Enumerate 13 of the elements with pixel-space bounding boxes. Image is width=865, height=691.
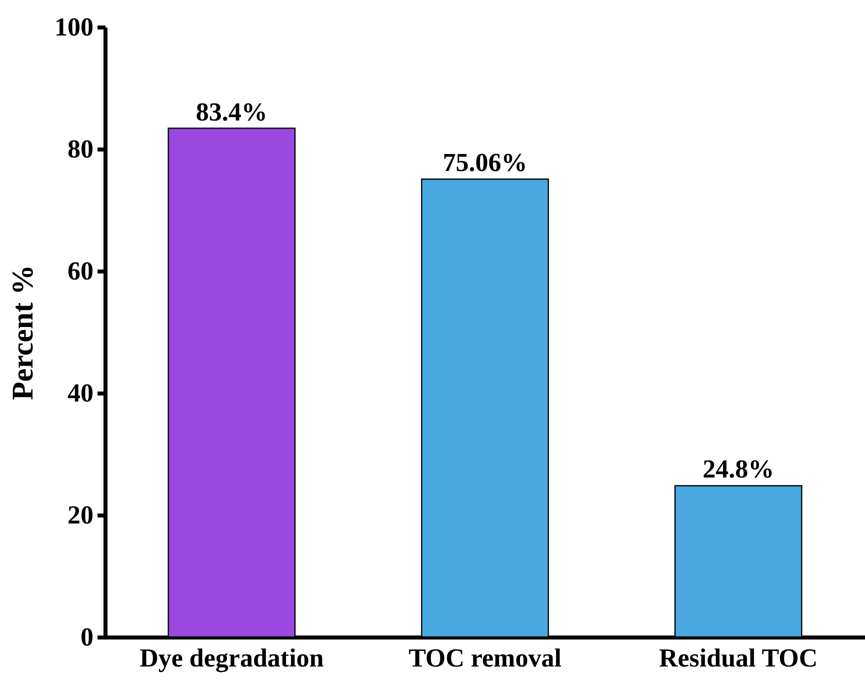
x-tick-label: Residual TOC xyxy=(658,644,818,672)
x-tick-label: Dye degradation xyxy=(140,644,324,672)
y-tick-label: 80 xyxy=(68,134,94,164)
y-tick-label: 40 xyxy=(68,378,94,408)
y-tick-label: 60 xyxy=(68,256,94,286)
x-tick-label: TOC removal xyxy=(408,644,562,672)
data-label: 83.4% xyxy=(196,97,268,126)
y-axis-title: Percent % xyxy=(6,264,40,400)
data-label: 75.06% xyxy=(442,148,528,178)
y-tick-label: 20 xyxy=(68,500,94,530)
y-tick-label: 0 xyxy=(80,622,94,652)
data-label: 24.8% xyxy=(702,454,774,484)
y-tick-label: 100 xyxy=(54,12,94,42)
